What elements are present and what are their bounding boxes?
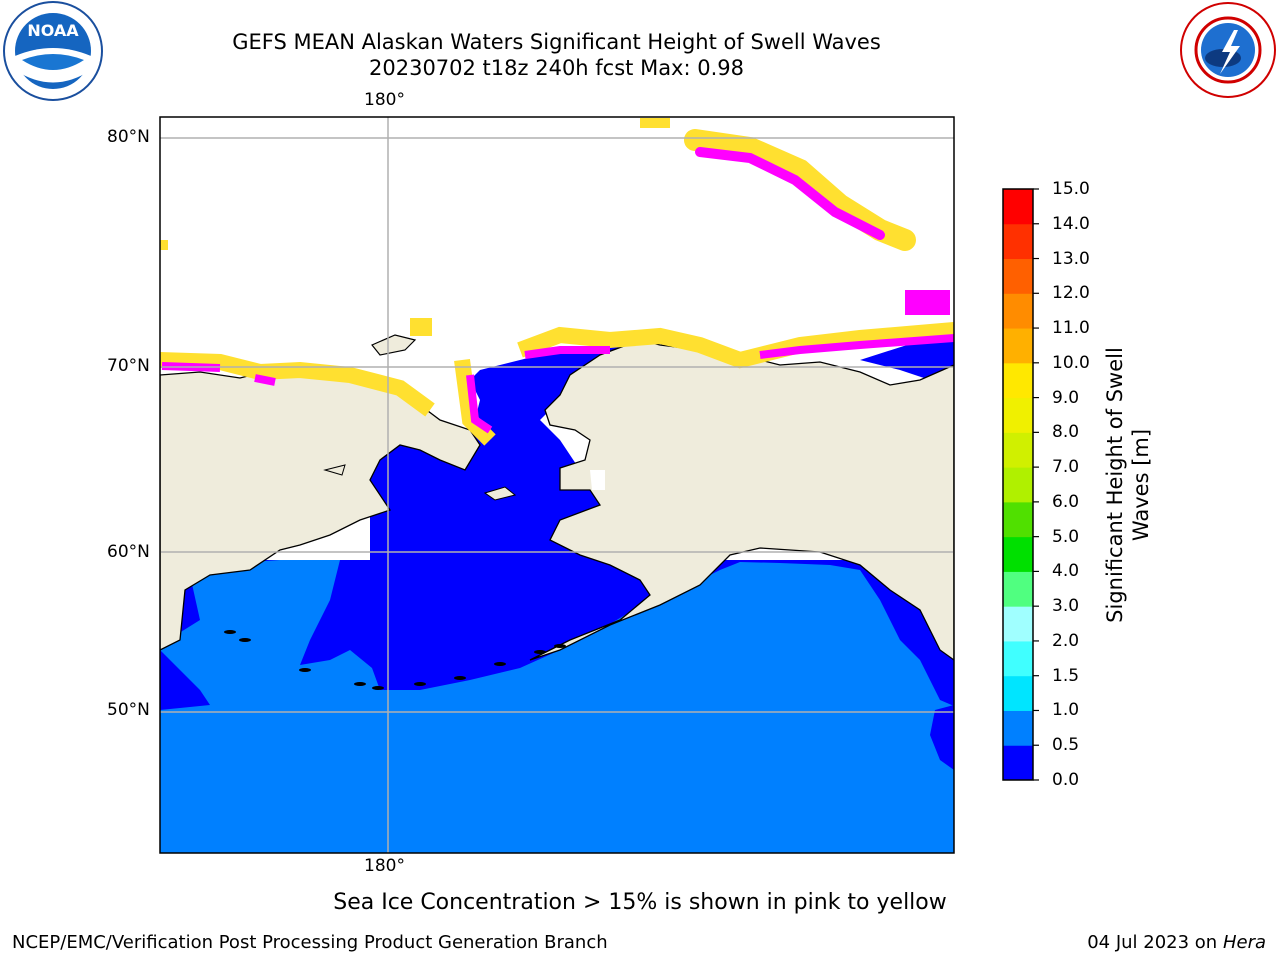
aleutian-island-6 bbox=[454, 676, 466, 680]
land-small-island bbox=[323, 464, 346, 476]
aleutian-island-7 bbox=[494, 662, 506, 666]
sea-ice-arctic-yellow bbox=[684, 129, 916, 251]
aleutian-island-5 bbox=[414, 682, 426, 686]
colorbar-tick-label: 5.0 bbox=[1052, 526, 1080, 547]
aleutian-island-3 bbox=[354, 682, 366, 686]
colorbar-tick-label: 9.0 bbox=[1052, 387, 1080, 408]
aleutian-island-9 bbox=[554, 644, 566, 648]
colorbar-swatch bbox=[1003, 606, 1033, 642]
aleutian-island-0 bbox=[224, 630, 236, 634]
aleutian-island-4 bbox=[372, 686, 384, 690]
noaa-logo: NOAA bbox=[3, 1, 103, 101]
lat-label-70: 70°N bbox=[107, 356, 150, 376]
sea-ice-note: Sea Ice Concentration > 15% is shown in … bbox=[333, 890, 947, 915]
colorbar-tick-label: 12.0 bbox=[1052, 283, 1090, 304]
colorbar-swatch bbox=[1003, 328, 1033, 364]
colorbar-tick-label: 1.5 bbox=[1052, 665, 1080, 686]
colorbar-swatch bbox=[1003, 501, 1033, 538]
lat-label-50: 50°N bbox=[107, 700, 150, 720]
svg-text:NOAA: NOAA bbox=[27, 21, 79, 40]
colorbar-tick-label: 7.0 bbox=[1052, 457, 1080, 478]
sea-ice-arctic-pink bbox=[695, 147, 885, 240]
colorbar-swatch bbox=[1003, 189, 1033, 225]
ocean-bering-low bbox=[160, 560, 954, 706]
colorbar-tick-label: 0.5 bbox=[1052, 735, 1080, 756]
aleutian-island-1 bbox=[239, 638, 251, 642]
colorbar-swatch bbox=[1003, 223, 1033, 260]
colorbar-tick-label: 14.0 bbox=[1052, 213, 1090, 234]
colorbar-swatch bbox=[1003, 293, 1033, 329]
colorbar-tick-label: 4.0 bbox=[1052, 561, 1080, 582]
map-frame bbox=[159, 116, 955, 854]
colorbar-tick-label: 2.0 bbox=[1052, 630, 1080, 651]
land-wrangel-island bbox=[371, 334, 417, 356]
colorbar-swatch bbox=[1003, 640, 1033, 677]
ocean-chukchi bbox=[370, 340, 640, 560]
lon-label-top: 180° bbox=[364, 90, 405, 110]
footer-date: 04 Jul 2023 on Hera bbox=[1087, 932, 1266, 953]
colorbar-swatch bbox=[1003, 710, 1033, 746]
colorbar-tick-label: 8.0 bbox=[1052, 422, 1080, 443]
colorbar-swatch bbox=[1003, 675, 1033, 711]
ocean-aleutian-west bbox=[160, 650, 210, 710]
colorbar-tick-label: 10.0 bbox=[1052, 352, 1090, 373]
sea-ice-wrangel bbox=[410, 318, 432, 336]
colorbar-swatch bbox=[1003, 467, 1033, 503]
sea-ice-west bbox=[160, 240, 168, 250]
colorbar-swatch bbox=[1003, 258, 1033, 294]
colorbar-swatch bbox=[1003, 571, 1033, 607]
colorbar-swatch bbox=[1003, 397, 1033, 433]
land-st-lawrence-island bbox=[483, 486, 517, 501]
sea-ice-east bbox=[905, 290, 950, 315]
chart-title: GEFS MEAN Alaskan Waters Significant Hei… bbox=[232, 30, 881, 54]
map-layers bbox=[160, 117, 954, 853]
colorbar-tick-label: 15.0 bbox=[1052, 179, 1090, 199]
lat-label-60: 60°N bbox=[107, 542, 150, 562]
aleutian-island-8 bbox=[534, 650, 546, 654]
lat-label-80: 80°N bbox=[107, 127, 150, 147]
colorbar-swatch bbox=[1003, 745, 1033, 781]
colorbar-swatch bbox=[1003, 362, 1033, 399]
land-norton-gap bbox=[590, 470, 605, 490]
footer-credit: NCEP/EMC/Verification Post Processing Pr… bbox=[12, 932, 608, 953]
colorbar-tick-label: 13.0 bbox=[1052, 248, 1090, 269]
lon-label-bottom: 180° bbox=[364, 856, 405, 876]
colorbar-tick-label: 3.0 bbox=[1052, 596, 1080, 617]
sea-ice-yellow-fringe bbox=[160, 322, 954, 446]
colorbar-tick-label: 1.0 bbox=[1052, 700, 1080, 721]
nws-logo bbox=[1180, 2, 1276, 98]
colorbar-tick-label: 0.0 bbox=[1052, 770, 1080, 790]
aleutian-island-2 bbox=[299, 668, 311, 672]
colorbar-label: Significant Height of Swell Waves [m] bbox=[1103, 347, 1153, 623]
ocean-gulf-east bbox=[930, 705, 954, 770]
colorbar-tick-label: 6.0 bbox=[1052, 491, 1080, 512]
colorbar-frame bbox=[1002, 188, 1034, 781]
sea-ice-top bbox=[640, 118, 670, 128]
chart-subtitle: 20230702 t18z 240h fcst Max: 0.98 bbox=[369, 56, 744, 80]
colorbar-swatch bbox=[1003, 432, 1033, 468]
colorbar-swatch bbox=[1003, 536, 1033, 572]
colorbar-tick-label: 11.0 bbox=[1052, 318, 1090, 339]
